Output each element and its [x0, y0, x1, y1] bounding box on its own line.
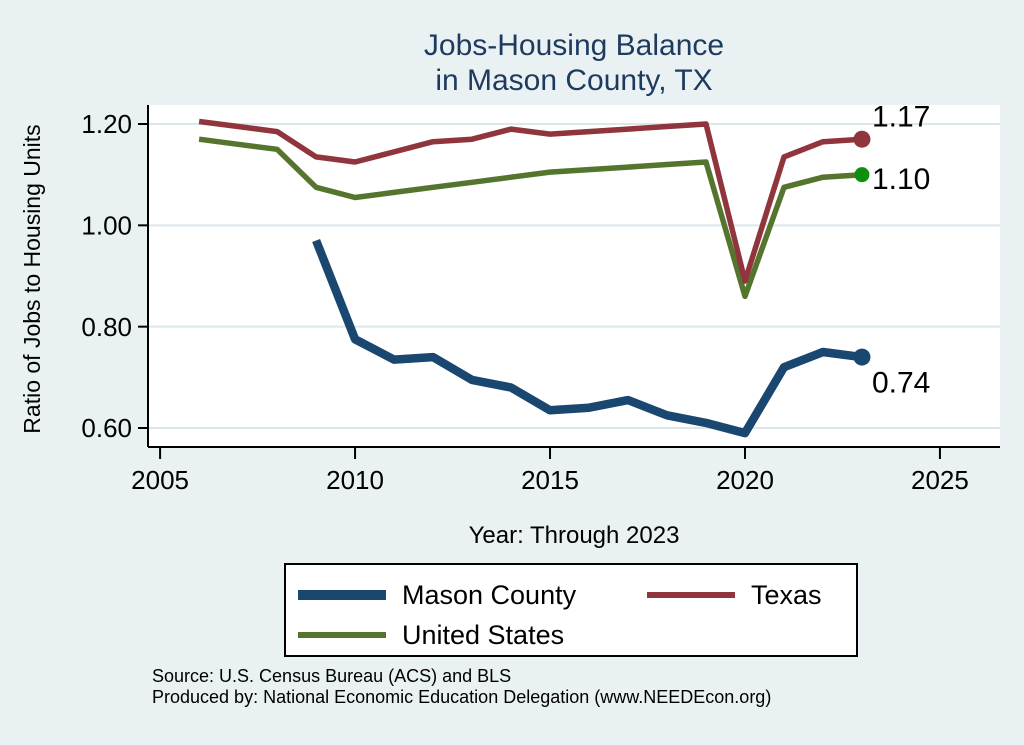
texas-endpoint-marker — [853, 130, 871, 148]
united-states-legend-label: United States — [402, 619, 565, 650]
mason-county-legend-label: Mason County — [402, 579, 577, 610]
y-tick-label: 1.00 — [81, 210, 132, 240]
source-note: Source: U.S. Census Bureau (ACS) and BLS… — [152, 666, 771, 708]
united-states-end-value-label: 1.10 — [872, 163, 930, 196]
y-tick-label: 0.80 — [81, 312, 132, 342]
mason-county-line — [312, 238, 863, 438]
legend-item-texas: Texas — [647, 575, 822, 615]
chart-title-line1: Jobs-Housing Balance — [423, 29, 725, 62]
chart-title-line2: in Mason County, TX — [435, 64, 713, 97]
y-tick-label: 1.20 — [81, 109, 132, 139]
legend-item-mason-county: Mason County — [298, 575, 576, 615]
united-states-line — [198, 136, 863, 300]
texas-line — [198, 118, 863, 284]
x-tick-label: 2025 — [911, 465, 969, 495]
chart-title: Jobs-Housing Balance in Mason County, TX — [148, 28, 1000, 98]
source-line: Source: U.S. Census Bureau (ACS) and BLS — [152, 666, 512, 686]
legend-box: Mason County Texas United States — [284, 563, 858, 657]
x-tick-label: 2020 — [716, 465, 774, 495]
x-tick-label: 2010 — [326, 465, 384, 495]
x-tick-label: 2015 — [521, 465, 579, 495]
mason-county-endpoint-marker — [853, 348, 871, 366]
y-axis-title: Ratio of Jobs to Housing Units — [19, 124, 45, 434]
united-states-legend-swatch — [298, 632, 386, 638]
united-states-endpoint-marker — [854, 167, 870, 183]
produced-by-line: Produced by: National Economic Education… — [152, 687, 772, 707]
mason-county-legend-swatch — [298, 590, 386, 600]
x-axis-title: Year: Through 2023 — [468, 522, 680, 549]
texas-legend-label: Texas — [751, 579, 822, 610]
texas-end-value-label: 1.17 — [872, 101, 930, 134]
legend-item-united-states: United States — [298, 615, 564, 655]
mason-county-end-value-label: 0.74 — [872, 367, 930, 400]
texas-legend-swatch — [647, 592, 735, 598]
y-tick-label: 0.60 — [81, 413, 132, 443]
x-tick-label: 2005 — [131, 465, 189, 495]
